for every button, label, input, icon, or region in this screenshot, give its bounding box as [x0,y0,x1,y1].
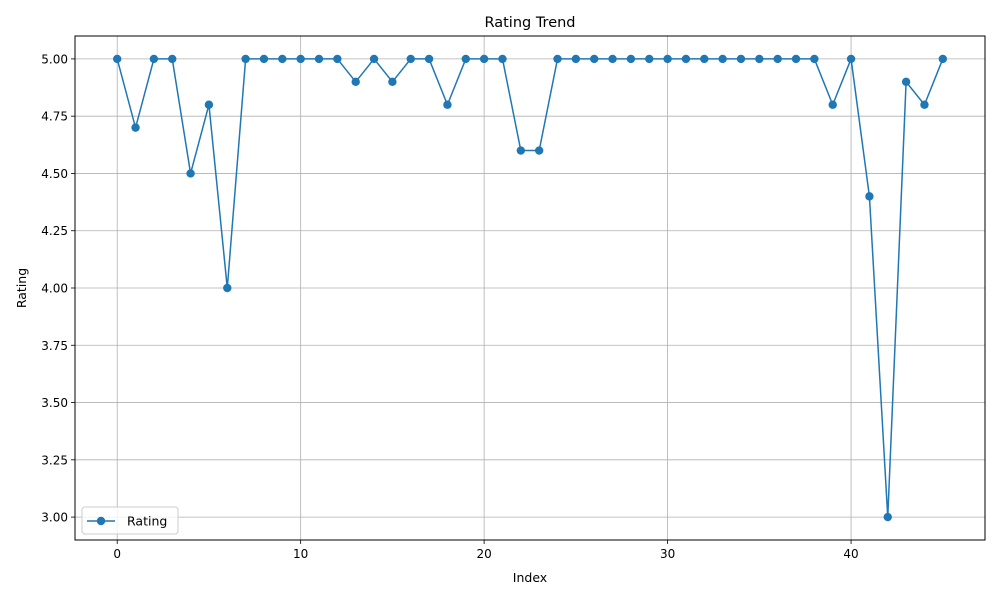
x-tick-label: 20 [476,547,491,561]
data-point [314,54,324,64]
y-tick-label: 3.75 [41,339,68,353]
data-point [369,54,379,64]
data-point [846,54,856,64]
data-point [498,54,507,64]
y-tick-label: 3.25 [41,453,68,467]
legend-box [81,506,179,535]
data-point [443,100,452,109]
data-point [479,54,489,64]
data-point [810,54,819,64]
data-point [131,123,140,132]
data-point [351,77,360,87]
data-point [590,54,599,64]
data-point [278,54,287,64]
legend-entry-rating: Rating [127,514,167,529]
chart-title: Rating Trend [484,15,575,31]
data-point [626,54,636,64]
data-point [718,54,727,64]
series-line-rating [116,58,944,518]
data-point [700,54,709,64]
data-point [516,146,526,155]
legend-marker-sample [96,516,106,526]
data-point [406,54,415,64]
data-point [883,512,892,522]
x-tick-label: 10 [293,547,308,561]
data-point [755,54,764,64]
data-point [608,54,617,64]
y-tick-label: 4.50 [41,167,68,181]
axis-ticks: 0 10 20 30 40 3.00 3.25 3.50 3.75 4.00 4.25 4.50 4.7… [41,52,858,561]
data-point [645,54,654,64]
data-point [828,100,837,109]
x-tick-label: 0 [113,547,121,561]
data-point [681,54,691,64]
y-tick-label: 4.75 [41,110,68,124]
data-point [571,54,581,64]
legend: Rating [81,506,179,535]
y-tick-label: 3.50 [41,396,68,410]
y-tick-label: 3.00 [41,511,68,525]
y-tick-label: 4.00 [41,282,68,296]
data-point [296,54,305,64]
data-point [112,54,122,64]
data-point [920,100,929,109]
data-point [461,54,470,64]
data-point [865,192,874,201]
grid-lines [75,36,985,540]
y-axis-label: Rating [14,268,29,308]
data-point [223,283,232,293]
data-point [241,54,250,64]
data-point [663,54,672,64]
x-tick-label: 40 [843,547,858,561]
data-point [938,54,948,64]
data-point [791,54,801,64]
data-point [149,54,159,64]
data-point [388,77,397,87]
series-layer [112,54,948,522]
data-point [553,54,562,64]
y-tick-label: 4.25 [41,224,68,238]
data-point [424,54,434,64]
data-point [333,54,342,64]
data-point [204,100,214,109]
data-point [736,54,746,64]
x-axis-label: Index [513,570,547,585]
data-point [259,54,269,64]
data-point [168,54,177,64]
x-tick-label: 30 [660,547,675,561]
y-tick-label: 5.00 [41,52,68,66]
data-point [186,169,195,178]
data-point [773,54,782,64]
data-point [534,146,544,155]
data-point [901,77,911,87]
